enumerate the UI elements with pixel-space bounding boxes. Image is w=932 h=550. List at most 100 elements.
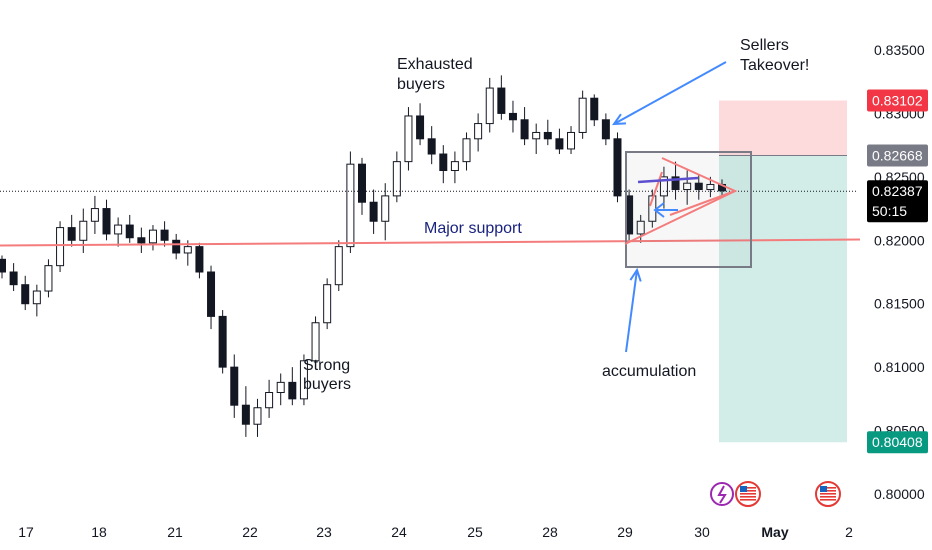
candle xyxy=(323,278,332,330)
candle xyxy=(659,166,668,209)
candle xyxy=(299,354,308,406)
candle-body xyxy=(636,220,645,235)
candle xyxy=(381,183,390,241)
candle xyxy=(694,174,703,200)
entry-badge-label: 0.82668 xyxy=(872,148,923,164)
candle xyxy=(636,214,645,243)
candle-body xyxy=(520,119,529,140)
annotation-accumulation: accumulation xyxy=(602,363,696,380)
candle xyxy=(358,157,366,215)
candle-body xyxy=(497,87,506,114)
candle-body xyxy=(265,392,274,409)
time-tick-label: 24 xyxy=(391,524,407,540)
annotation-exhausted-2: buyers xyxy=(397,76,445,93)
stop-badge-label: 0.80408 xyxy=(872,434,923,450)
candle xyxy=(334,240,343,292)
candle-body xyxy=(671,176,680,191)
price-tick-label: 0.81500 xyxy=(874,296,925,312)
candle xyxy=(543,119,552,146)
candle-body xyxy=(56,227,65,267)
candle xyxy=(114,217,123,247)
sellers-arrow-icon-head xyxy=(611,113,627,126)
annotation-sellers-1: Sellers xyxy=(740,37,789,54)
candle-body xyxy=(462,138,471,163)
candle xyxy=(172,233,181,260)
time-tick-label: 23 xyxy=(316,524,332,540)
left-arrow-head-icon xyxy=(653,202,665,218)
stop-zone xyxy=(719,155,847,443)
candle xyxy=(416,103,425,146)
candle xyxy=(439,145,448,184)
us-flag-event-icon-stripe xyxy=(740,496,756,498)
candle xyxy=(56,221,65,272)
candle-body xyxy=(148,229,157,244)
candle-body xyxy=(392,161,401,197)
sellers-arrow-icon xyxy=(613,61,727,125)
time-tick-label: 21 xyxy=(167,524,183,540)
accumulation-arrow-icon xyxy=(625,269,638,353)
us-flag-event-icon[interactable] xyxy=(735,481,761,507)
candle-body xyxy=(137,237,146,244)
candle xyxy=(462,132,471,171)
take-profit-badge xyxy=(867,89,928,112)
candle xyxy=(67,214,76,247)
candle xyxy=(253,398,262,437)
annotation-major-support: Major support xyxy=(424,220,522,237)
candle-body xyxy=(508,112,517,121)
candle-body xyxy=(230,366,239,406)
candle xyxy=(102,199,111,241)
candle-body xyxy=(474,123,483,140)
candle-body xyxy=(323,284,332,324)
candle-body xyxy=(102,208,111,235)
triangle-inner xyxy=(649,171,663,207)
us-flag-event-icon-2[interactable] xyxy=(815,481,841,507)
candle xyxy=(497,75,506,120)
price-tick-label: 0.83500 xyxy=(874,42,925,58)
candle xyxy=(90,195,99,234)
us-flag-event-icon-2-stripe xyxy=(820,496,836,498)
candle xyxy=(346,151,355,253)
candle xyxy=(601,113,610,146)
candle-body xyxy=(416,115,425,140)
candle xyxy=(485,77,494,133)
annotation-exhausted-1: Exhausted xyxy=(397,56,473,73)
accumulation-box xyxy=(625,151,752,268)
current-price-badge-countdown: 50:15 xyxy=(872,203,907,219)
candle xyxy=(21,275,30,311)
candle-body xyxy=(485,87,494,125)
annotation-strong-2: buyers xyxy=(303,376,351,393)
candle xyxy=(508,100,517,133)
candle-body xyxy=(114,224,123,235)
candle xyxy=(137,227,146,253)
current-price-badge-label: 0.82387 xyxy=(872,183,923,199)
candle-body xyxy=(79,220,88,241)
candle xyxy=(44,259,53,298)
candle-body xyxy=(404,115,413,163)
candle-body xyxy=(358,163,366,203)
candle-body xyxy=(172,239,181,254)
candle-body xyxy=(183,246,192,254)
annotation-sellers-2: Takeover! xyxy=(740,57,809,74)
candle xyxy=(404,107,413,171)
candle-body xyxy=(683,182,692,191)
take-profit-zone xyxy=(719,100,847,156)
candle-body xyxy=(427,138,436,155)
candle-body xyxy=(369,201,378,222)
candle xyxy=(148,225,157,251)
candle xyxy=(0,255,6,279)
time-tick-label: 17 xyxy=(18,524,34,540)
candle-body xyxy=(207,271,216,317)
candle-body xyxy=(532,131,541,140)
candle-body xyxy=(543,131,552,140)
time-tick-label: 22 xyxy=(242,524,258,540)
lightning-event-icon[interactable] xyxy=(710,482,734,506)
candle xyxy=(311,316,320,368)
accumulation-arrow-icon-head xyxy=(629,267,642,282)
candle-body xyxy=(439,153,448,172)
candle xyxy=(590,94,599,127)
us-flag-event-icon-stripe xyxy=(740,490,756,492)
time-tick-label: 29 xyxy=(617,524,633,540)
candle-body xyxy=(555,138,564,150)
